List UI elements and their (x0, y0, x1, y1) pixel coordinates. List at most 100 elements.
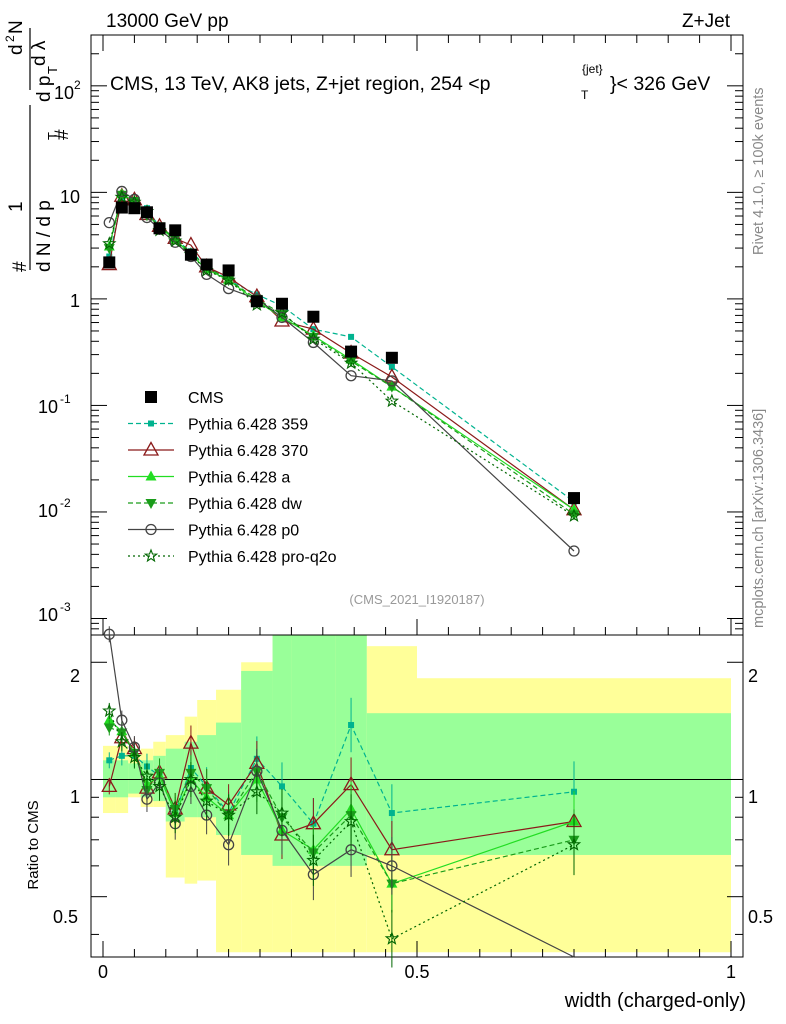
cms-point-7 (200, 258, 213, 271)
point-pq2o-1 (114, 189, 129, 204)
ratio-point-pq2o-5 (168, 809, 183, 824)
legend-entry-p370: Pythia 6.428 370 (128, 441, 308, 460)
plot-title-main: CMS, 13 TeV, AK8 jets, Z+jet region, 254… (110, 73, 480, 95)
legend-marker-pq2o (143, 548, 159, 563)
tick-1e-2-exp: -2 (60, 496, 71, 510)
plot-title-sym: p (480, 73, 491, 95)
ylabel-part-hash2: # (52, 129, 73, 140)
cms-point-2 (128, 202, 141, 215)
x-tick-0.5: 0.5 (404, 962, 429, 982)
point-p359-12 (348, 333, 355, 340)
plot-title-end: }< 326 GeV (610, 73, 710, 95)
legend-entry-cms: CMS (145, 390, 224, 407)
plot-title-sup: {jet} (582, 62, 603, 76)
legend-label-cms: CMS (188, 390, 224, 407)
cms-point-9 (250, 295, 263, 308)
ratio-tick-0.5-left: 0.5 (53, 907, 78, 927)
ratio-point-pq2o-6 (183, 771, 199, 786)
cms-point-0 (103, 256, 116, 269)
legend-marker-p370 (142, 441, 160, 456)
point-pdw-5 (169, 234, 181, 245)
ylabel-part-d: d (6, 44, 27, 55)
top-y-tick-labels: 10 -3 10 -2 10 -1 1 10 10 2 (38, 78, 81, 625)
tick-1e-2-base: 10 (38, 501, 58, 521)
ratio-point-p359-12 (348, 722, 355, 729)
legend-marker-p359 (148, 420, 154, 427)
cms-point-11 (307, 310, 320, 323)
ylabel-part-one: 1 (6, 201, 27, 212)
cms-point-3 (140, 206, 153, 219)
ylabel-part-hash1: # (10, 261, 31, 272)
ratio-point-pq2o-0 (102, 703, 117, 718)
x-tick-1: 1 (726, 962, 736, 982)
legend-label-pdw: Pythia 6.428 dw (188, 496, 302, 513)
ratio-tick-0.5-right: 0.5 (748, 907, 773, 927)
point-pp0-5 (169, 236, 181, 248)
tick-1e-3-exp: -3 (60, 600, 71, 614)
point-pp0-0 (103, 216, 115, 229)
x-tick-0: 0 (98, 962, 108, 982)
tick-1e2-base: 10 (54, 83, 74, 103)
ratio-bands (103, 635, 731, 953)
y-axis-label-ratio: Ratio to CMS (25, 800, 42, 889)
ratio-point-p359-0 (106, 757, 113, 764)
point-pp0-13 (386, 375, 398, 387)
point-pq2o-0 (102, 236, 117, 250)
tick-1e-1-exp: -1 (60, 392, 71, 406)
point-pq2o-11 (306, 331, 321, 346)
ylabel-part-T2: T (45, 66, 60, 74)
ratio-point-p370-0 (101, 777, 118, 793)
tick-1e2-exp: 2 (74, 78, 81, 92)
ratio-tick-2-left: 2 (70, 666, 80, 686)
x-axis-label: width (charged-only) (564, 990, 746, 1012)
point-p359-13 (388, 363, 395, 370)
ylabel-part-dp: d p (34, 76, 55, 102)
point-pq2o-14 (566, 508, 582, 522)
legend-marker-pdw (145, 499, 157, 509)
ratio-point-pq2o-14 (566, 837, 582, 851)
ratio-point-pq2o-4 (152, 778, 167, 793)
ratio-point-p359-1 (118, 752, 125, 759)
legend-marker-pa (145, 470, 157, 481)
point-pq2o-12 (343, 355, 359, 370)
legend-label-pq2o: Pythia 6.428 pro-q2o (188, 549, 337, 566)
ratio-point-pp0-0 (103, 628, 115, 640)
band-inner-1 (115, 760, 129, 798)
plot-title: CMS, 13 TeV, AK8 jets, Z+jet region, 254… (110, 73, 491, 95)
ratio-point-pq2o-12 (343, 813, 359, 828)
ylabel-part-2: 2 (3, 35, 17, 42)
point-pdw-12 (345, 357, 357, 368)
cms-point-1 (115, 201, 128, 214)
point-pq2o-5 (168, 233, 183, 248)
ratio-point-p359-10 (278, 783, 285, 790)
analysis-id: (CMS_2021_I1920187) (349, 592, 484, 607)
header-left: 13000 GeV pp (106, 11, 229, 32)
series-layer (101, 185, 583, 968)
cms-point-12 (345, 345, 358, 358)
cms-point-13 (385, 351, 398, 364)
ratio-point-pp0-8 (222, 839, 235, 851)
cms-point-8 (222, 264, 235, 277)
ratio-point-p359-13 (388, 810, 395, 817)
band-inner-2 (128, 763, 141, 794)
legend-entry-pdw: Pythia 6.428 dw (128, 496, 302, 513)
ratio-tick-1-right: 1 (748, 787, 758, 807)
legend-label-p359: Pythia 6.428 359 (188, 417, 308, 434)
ylabel-part-dN: d N / d p (34, 200, 55, 272)
ratio-point-pq2o-9 (249, 784, 265, 798)
legend-entry-pq2o: Pythia 6.428 pro-q2o (128, 548, 337, 566)
cms-point-5 (169, 224, 182, 237)
point-pq2o-13 (384, 393, 400, 408)
ratio-point-pq2o-2 (127, 749, 142, 764)
point-pp0-8 (222, 282, 235, 295)
ratio-point-pq2o-10 (274, 805, 290, 820)
x-tick-labels: 0 0.5 1 (98, 962, 736, 982)
ratio-point-pq2o-8 (221, 807, 236, 822)
series-pdw-top (103, 190, 580, 521)
tick-1e-1-base: 10 (38, 397, 58, 417)
rivet-label: Rivet 4.1.0, ≥ 100k events (751, 87, 767, 255)
tick-1: 1 (70, 291, 80, 311)
axes-frame (90, 34, 744, 958)
ratio-tick-1-left: 1 (70, 787, 80, 807)
top-frame (90, 34, 744, 636)
